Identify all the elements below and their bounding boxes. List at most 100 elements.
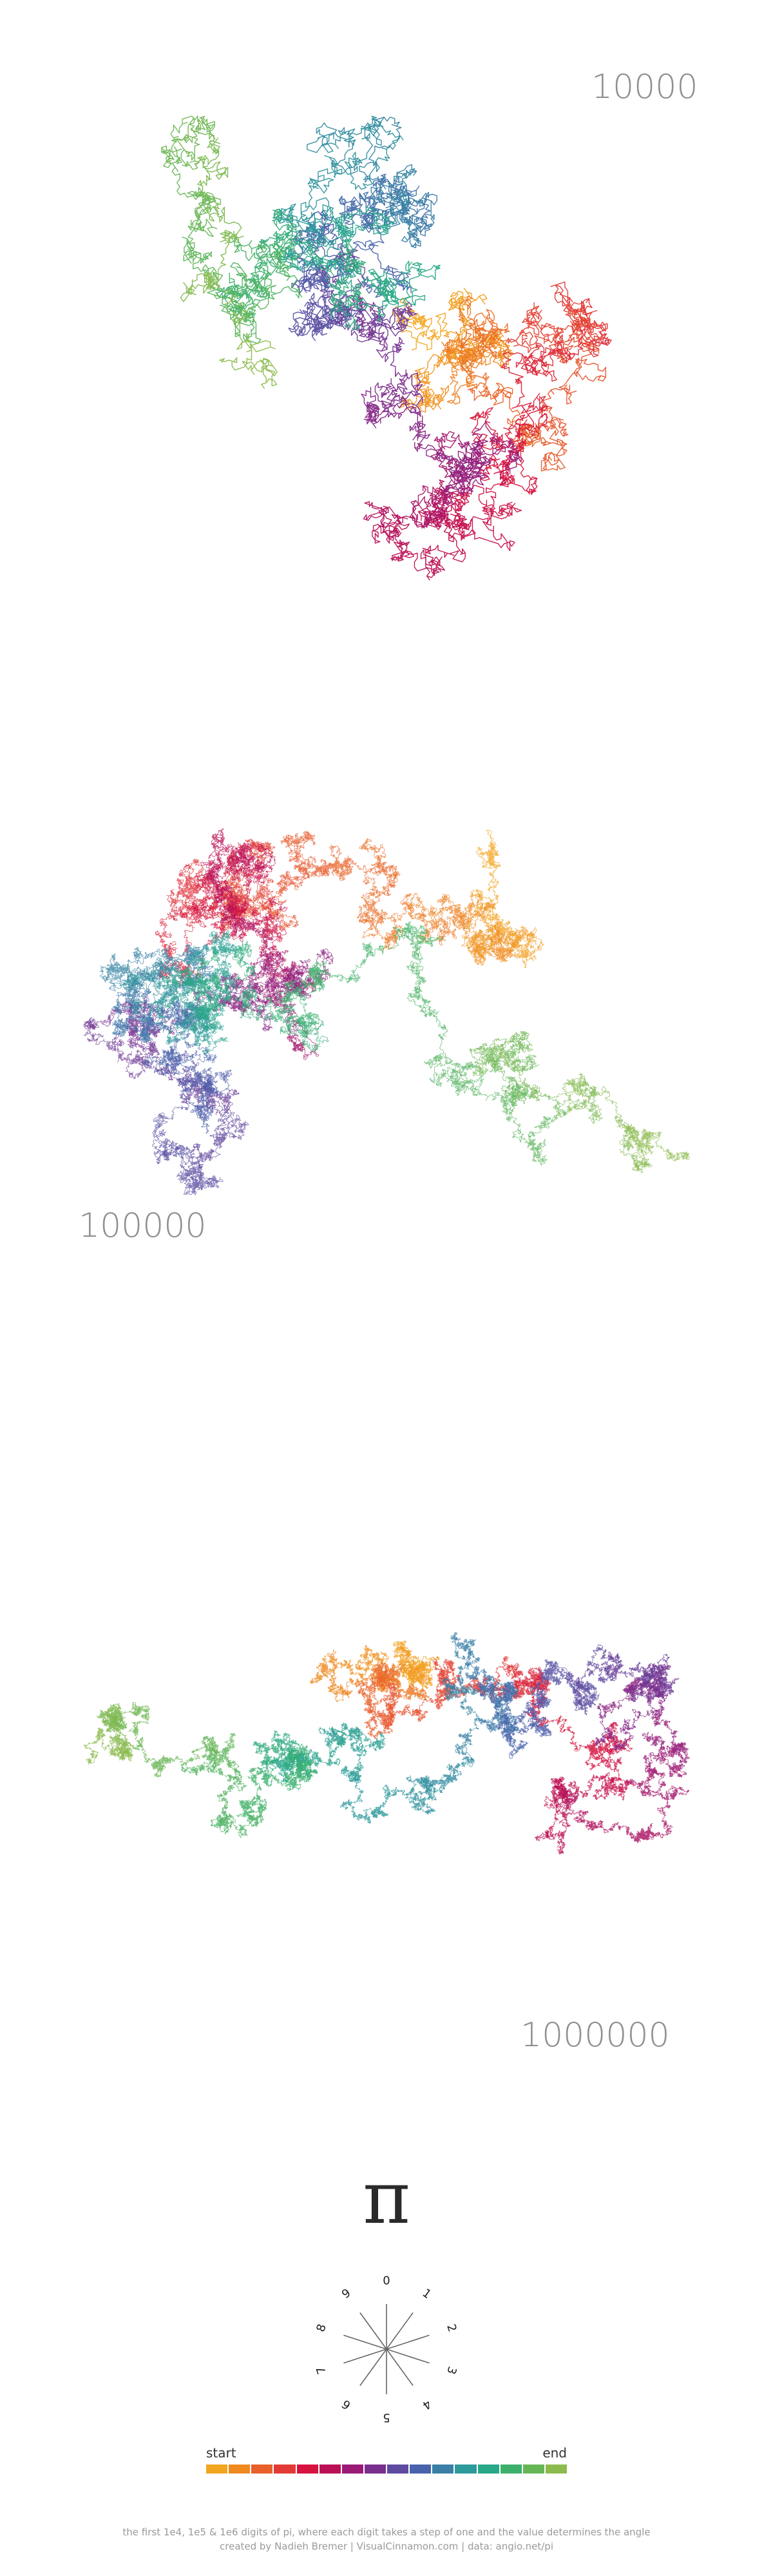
compass-spoke <box>359 2348 387 2387</box>
walk-100000-segment <box>186 945 245 1020</box>
walk-1000000-segment <box>323 1726 386 1754</box>
walk-1000000-segment <box>555 1785 604 1831</box>
walk-label-10000: 10000 <box>591 68 698 106</box>
walk-10000-segment <box>182 229 269 323</box>
walk-1000000-segment <box>524 1675 581 1752</box>
walk-100000-segment <box>361 893 457 951</box>
compass-spoke <box>359 2312 387 2350</box>
compass-spoke <box>386 2348 414 2387</box>
walk-100000-segment <box>119 958 180 1006</box>
compass-spoke <box>343 2334 387 2350</box>
walk-100000-segment <box>399 925 448 1058</box>
walk-1000000-segment <box>132 1737 219 1778</box>
walk-10000-segment <box>385 191 437 249</box>
walk-1000000-segment <box>260 1761 318 1792</box>
walk-1000000-segment <box>415 1756 475 1792</box>
walk-10000-svg <box>161 115 612 581</box>
pi-symbol: π <box>363 2156 410 2240</box>
walk-1000000-segment <box>539 1659 576 1694</box>
compass-spoke <box>386 2334 430 2350</box>
walk-10000-segment <box>330 260 433 331</box>
compass-digit-label: 4 <box>420 2397 434 2412</box>
walk-1000000-segment <box>318 1722 367 1783</box>
walk-10000-segment <box>277 211 354 272</box>
walk-1000000-segment <box>381 1681 428 1730</box>
random-walk-1000000 <box>0 1386 773 2101</box>
walk-100000-segment <box>181 996 229 1054</box>
walk-label-1000000: 1000000 <box>520 2016 670 2055</box>
walk-100000-segment <box>323 844 398 896</box>
walk-10000-segment <box>539 302 606 437</box>
walk-100000-segment <box>209 941 259 1020</box>
walk-10000-segment <box>196 133 244 244</box>
compass-spoke <box>386 2312 414 2350</box>
walk-1000000-segment <box>587 1772 636 1801</box>
walk-100000-segment <box>152 1049 210 1165</box>
walk-10000-segment <box>322 206 394 274</box>
walk-1000000-segment <box>101 1705 133 1761</box>
walk-10000-segment <box>180 229 248 333</box>
walk-10000-segment <box>359 117 417 225</box>
compass-digit-label: 0 <box>383 2274 390 2288</box>
legend-swatch <box>364 2465 386 2474</box>
walk-10000-segment <box>414 431 491 494</box>
walk-10000-segment <box>434 470 522 526</box>
walk-10000-segment <box>359 173 431 233</box>
walk-1000000-segment <box>578 1734 614 1770</box>
walk-1000000-segment <box>210 1810 264 1838</box>
walk-100000-segment <box>356 838 401 934</box>
walk-100000-segment <box>460 913 506 966</box>
walk-1000000-segment <box>444 1683 481 1761</box>
walk-100000-segment <box>207 869 257 942</box>
digit-angle-compass: 0 1 2 3 4 5 6 7 8 9 <box>314 2274 459 2425</box>
walk-1000000-segment <box>389 1645 433 1685</box>
walk-1000000-segment <box>464 1651 519 1733</box>
random-walk-100000 <box>0 715 773 1308</box>
walk-1000000-segment <box>339 1772 399 1824</box>
walk-10000-segment <box>363 497 450 544</box>
walk-10000-segment <box>550 281 612 345</box>
walk-1000000-segment <box>398 1775 446 1815</box>
legend-swatch <box>410 2465 432 2474</box>
walk-100000-segment <box>100 947 159 994</box>
footer-credits: created by Nadieh Bremer | VisualCinnamo… <box>220 2541 553 2552</box>
walk-1000000-segment <box>535 1777 573 1855</box>
walk-1000000-segment <box>573 1681 600 1716</box>
walk-1000000-segment <box>595 1679 658 1750</box>
footer-description: the first 1e4, 1e5 & 1e6 digits of pi, w… <box>122 2526 651 2538</box>
walk-1000000-segment <box>356 1661 390 1714</box>
compass-digit-label: 9 <box>339 2286 354 2301</box>
compass-digit-label: 1 <box>420 2286 434 2301</box>
legend-swatch <box>432 2465 454 2474</box>
legend-swatch <box>319 2465 341 2474</box>
walk-100000-segment <box>470 1031 533 1076</box>
legend-swatch <box>274 2465 296 2474</box>
walk-100000-segment <box>404 893 472 930</box>
legend-swatch <box>206 2465 228 2474</box>
walk-1000000-segment <box>477 1680 519 1733</box>
legend-swatch <box>477 2465 499 2474</box>
walk-100000-segment <box>470 829 501 925</box>
walk-100000-segment <box>562 1072 653 1173</box>
compass-digit-label: 6 <box>339 2397 354 2412</box>
walk-10000-segment <box>307 115 385 175</box>
compass-digit-label: 7 <box>314 2365 329 2376</box>
walk-100000-segment <box>186 1101 249 1180</box>
random-walk-10000 <box>0 39 773 657</box>
walk-10000-segment <box>219 332 278 389</box>
walk-1000000-segment <box>642 1710 690 1763</box>
walk-100000-segment <box>424 1053 520 1107</box>
walk-1000000-segment <box>596 1808 673 1843</box>
compass-digit-label: 5 <box>383 2411 390 2425</box>
compass-digit-label: 3 <box>444 2365 459 2376</box>
walk-10000-segment <box>288 273 339 342</box>
walk-100000-segment <box>300 921 417 991</box>
legend-swatch <box>251 2465 273 2474</box>
walk-1000000-segment <box>253 1741 318 1779</box>
legend-swatch <box>522 2465 544 2474</box>
compass-spoke <box>343 2348 387 2364</box>
walk-1000000-segment <box>83 1727 135 1765</box>
compass-spoke <box>386 2348 430 2364</box>
walk-10000-segment <box>459 309 510 389</box>
walk-10000-segment <box>523 334 610 382</box>
